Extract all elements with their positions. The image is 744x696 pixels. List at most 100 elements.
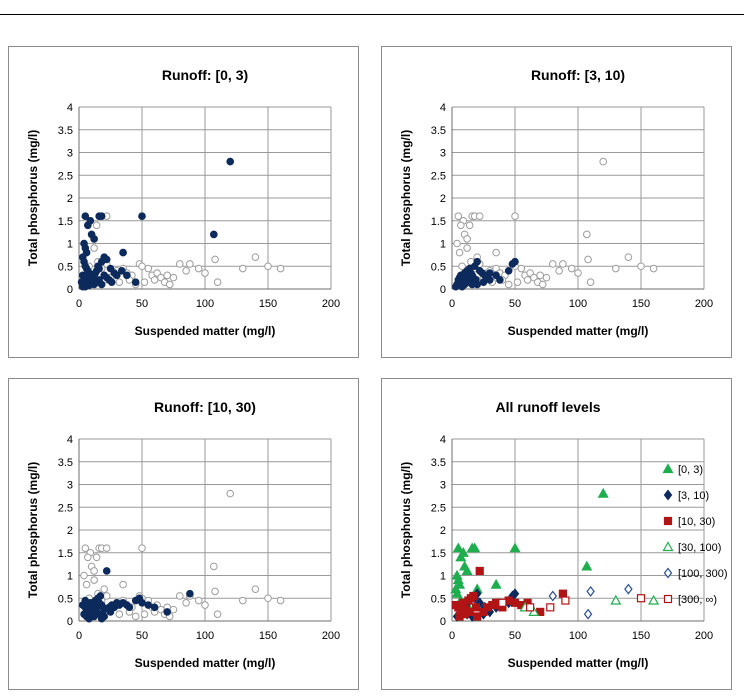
y-tick-label: 2.5 bbox=[431, 502, 446, 514]
y-tick-label: 0.5 bbox=[431, 261, 446, 273]
background-point bbox=[584, 255, 592, 264]
y-tick-label: 2 bbox=[440, 525, 446, 537]
data-point bbox=[509, 542, 521, 553]
background-point bbox=[115, 278, 124, 286]
data-point bbox=[97, 212, 106, 220]
x-axis-label: Suspended matter (mg/l) bbox=[135, 324, 276, 338]
data-points bbox=[77, 157, 285, 291]
x-tick-label: 150 bbox=[632, 630, 650, 642]
data-point bbox=[163, 608, 171, 616]
data-point bbox=[583, 608, 593, 620]
background-point bbox=[213, 278, 222, 286]
legend-label: [30, 100) bbox=[678, 542, 721, 554]
y-tick-label: 3 bbox=[440, 148, 446, 160]
data-point bbox=[624, 583, 633, 595]
y-tick-label: 3 bbox=[440, 480, 446, 492]
background-point bbox=[138, 544, 146, 552]
y-axis-label: Total phosphorus (mg/l) bbox=[399, 130, 413, 266]
chart-panel-all-runoff: All runoff levels 0 0.5 1 1.5 2 2.5 3 3.5 4 0 50 100… bbox=[381, 378, 732, 690]
legend-label: [10, 30) bbox=[678, 516, 715, 528]
background-point bbox=[81, 544, 90, 552]
y-tick-label: 3.5 bbox=[431, 457, 446, 469]
gridlines bbox=[78, 438, 332, 622]
background-point bbox=[82, 580, 91, 589]
background-point bbox=[649, 264, 658, 273]
background-point bbox=[251, 253, 260, 261]
background-point bbox=[102, 544, 111, 552]
background-point bbox=[517, 264, 526, 273]
x-axis-label: Suspended matter (mg/l) bbox=[135, 656, 276, 670]
background-point bbox=[226, 489, 234, 498]
y-tick-label: 3 bbox=[67, 480, 73, 492]
background-point bbox=[138, 262, 146, 271]
chart-svg: All runoff levels 0 0.5 1 1.5 2 2.5 3 3.5 4 0 50 100… bbox=[399, 399, 728, 670]
legend-marker bbox=[663, 489, 673, 501]
data-point bbox=[81, 212, 90, 220]
x-tick-label: 50 bbox=[509, 630, 521, 642]
background-point bbox=[100, 585, 108, 593]
y-tick-label: 0 bbox=[67, 284, 73, 296]
data-point bbox=[486, 269, 494, 277]
data-point bbox=[496, 276, 504, 284]
y-tick-label: 3.5 bbox=[58, 457, 73, 469]
data-point bbox=[479, 278, 488, 286]
x-tick-label: 50 bbox=[136, 630, 148, 642]
y-tick-label: 4 bbox=[440, 102, 446, 114]
background-point bbox=[276, 596, 285, 605]
background-point bbox=[169, 605, 178, 614]
chart-svg: Runoff: [0, 3) 0 0.5 1 1.5 2 2.5 3 3.5 4 0 50 100 150… bbox=[26, 67, 340, 338]
background-point bbox=[239, 264, 247, 273]
background-point bbox=[211, 587, 219, 596]
background-point bbox=[583, 230, 591, 239]
x-tick-label: 150 bbox=[632, 298, 650, 310]
y-tick-label: 1 bbox=[440, 239, 446, 251]
background-point bbox=[511, 212, 519, 220]
y-tick-label: 0 bbox=[67, 616, 73, 628]
x-tick-label: 200 bbox=[322, 630, 340, 642]
data-point bbox=[123, 271, 131, 280]
data-point bbox=[106, 264, 115, 273]
data-point bbox=[113, 271, 121, 280]
background-point bbox=[201, 269, 209, 277]
gridlines bbox=[451, 438, 705, 622]
data-point bbox=[581, 560, 593, 571]
background-point bbox=[523, 276, 532, 284]
background-point bbox=[239, 596, 247, 605]
x-tick-label: 50 bbox=[136, 298, 148, 310]
x-tick-label: 150 bbox=[259, 630, 277, 642]
data-point bbox=[102, 567, 111, 575]
background-point bbox=[455, 248, 464, 257]
background-point bbox=[163, 271, 171, 280]
y-tick-label: 4 bbox=[67, 434, 73, 446]
data-point bbox=[510, 588, 520, 600]
legend-marker bbox=[663, 516, 673, 526]
background-point bbox=[150, 276, 159, 284]
data-point bbox=[610, 594, 622, 605]
chart-panel-runoff-0-3: Runoff: [0, 3) 0 0.5 1 1.5 2 2.5 3 3.5 4 0 50 100 150… bbox=[8, 46, 359, 358]
background-point bbox=[194, 264, 203, 273]
background-point bbox=[140, 610, 149, 618]
background-point bbox=[140, 278, 149, 286]
data-point bbox=[77, 278, 86, 286]
y-tick-label: 0.5 bbox=[431, 593, 446, 605]
data-point bbox=[97, 280, 106, 289]
background-point bbox=[186, 260, 194, 268]
x-axis-label: Suspended matter (mg/l) bbox=[508, 656, 649, 670]
background-point bbox=[90, 244, 98, 252]
data-point bbox=[119, 248, 127, 257]
data-point bbox=[90, 235, 98, 243]
data-point bbox=[471, 603, 481, 612]
background-point bbox=[586, 278, 595, 286]
legend-label: [100, 300) bbox=[678, 568, 728, 580]
legend-label: [3, 10) bbox=[678, 490, 709, 502]
legend-label: [0, 3) bbox=[678, 464, 703, 476]
legend-marker bbox=[662, 463, 674, 474]
x-tick-label: 150 bbox=[259, 298, 277, 310]
x-tick-label: 100 bbox=[196, 630, 214, 642]
chart-svg: Runoff: [10, 30) 0 0.5 1 1.5 2 2.5 3 3.5 4 0 50 100 1… bbox=[26, 399, 340, 670]
data-point bbox=[451, 587, 463, 598]
data-point bbox=[452, 542, 464, 553]
y-tick-label: 2.5 bbox=[431, 170, 446, 182]
y-axis-label: Total phosphorus (mg/l) bbox=[26, 462, 40, 598]
y-tick-label: 1.5 bbox=[58, 548, 73, 560]
